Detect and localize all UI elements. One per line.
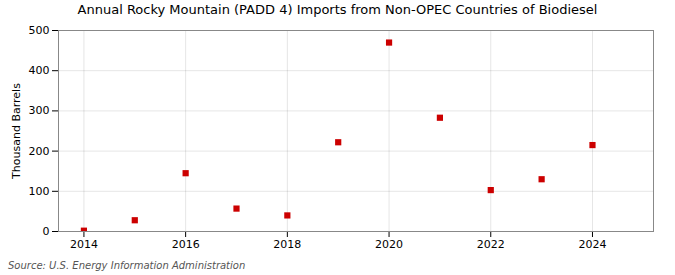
svg-text:2016: 2016 bbox=[172, 238, 200, 251]
svg-text:2014: 2014 bbox=[70, 238, 98, 251]
svg-text:2020: 2020 bbox=[375, 238, 403, 251]
svg-text:400: 400 bbox=[29, 64, 50, 77]
svg-text:0: 0 bbox=[43, 225, 50, 238]
svg-text:100: 100 bbox=[29, 185, 50, 198]
svg-text:2022: 2022 bbox=[477, 238, 505, 251]
html-text:Source: U.S. Energy Informatio: Source: U.S. Energy Information Administ… bbox=[8, 260, 246, 271]
svg-text:500: 500 bbox=[29, 24, 50, 37]
svg-text:2018: 2018 bbox=[273, 238, 301, 251]
html-text:Annual Rocky Mountain (PADD 4): Annual Rocky Mountain (PADD 4) Imports f… bbox=[77, 2, 598, 17]
svg-text:200: 200 bbox=[29, 145, 50, 158]
svg-text:2024: 2024 bbox=[578, 238, 606, 251]
svg-text:Thousand Barrels: Thousand Barrels bbox=[10, 83, 23, 180]
svg-text:300: 300 bbox=[29, 104, 50, 117]
